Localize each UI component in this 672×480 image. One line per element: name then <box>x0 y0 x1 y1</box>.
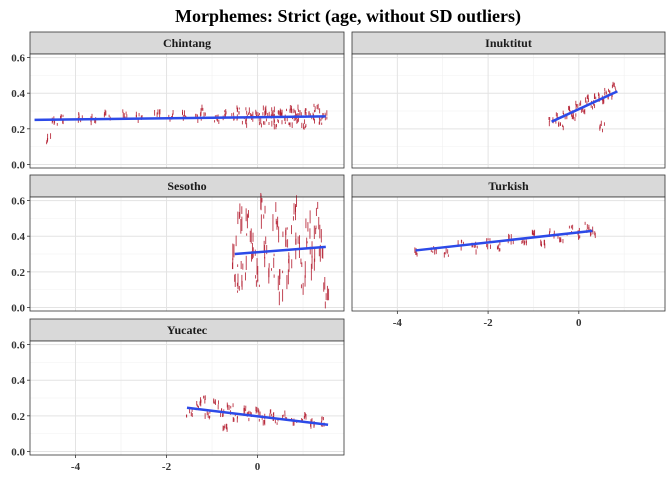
fit-line <box>34 115 326 122</box>
facet-strip-label: Turkish <box>488 179 529 193</box>
facet-strip-label: Inuktitut <box>485 36 532 50</box>
y-tick-label: 0.0 <box>11 159 25 171</box>
fit-line <box>186 406 329 426</box>
y-tick-label: 0.0 <box>11 302 25 314</box>
facet-panel-inuktitut: Inuktitut <box>351 31 666 169</box>
y-tick-label: 0.6 <box>11 196 25 208</box>
facet-strip-label: Sesotho <box>167 179 206 193</box>
y-tick-label: 0.0 <box>11 446 25 458</box>
y-tick-label: 0.6 <box>11 53 25 65</box>
fit-line <box>234 245 326 256</box>
y-tick-label: 0.4 <box>11 88 25 100</box>
facet-panel-turkish: Turkish -4 -2 0 <box>351 174 666 329</box>
fit-line <box>415 229 593 252</box>
panel-border <box>29 340 345 456</box>
panel-border <box>351 53 666 169</box>
y-tick-label: 0.2 <box>11 267 25 279</box>
facet-panel-sesotho: Sesotho 0.0 0.2 0.4 0.6 <box>11 174 345 314</box>
facet-panel-yucatec: Yucatec 0.0 0.2 0.4 0.6 -4 -2 0 <box>11 318 345 473</box>
x-tick-label: -4 <box>393 317 403 329</box>
y-tick-label: 0.4 <box>11 375 25 387</box>
fit-line <box>551 90 618 123</box>
panel-border <box>29 196 345 312</box>
x-tick-label: -4 <box>71 461 81 473</box>
y-tick-label: 0.6 <box>11 340 25 352</box>
facet-strip-label: Yucatec <box>167 323 208 337</box>
y-tick-label: 0.4 <box>11 231 25 243</box>
panel-border <box>29 53 345 169</box>
x-tick-label: -2 <box>162 461 172 473</box>
y-tick-label: 0.2 <box>11 124 25 136</box>
x-tick-label: 0 <box>255 461 261 473</box>
facet-panel-chintang: Chintang 0.0 0.2 0.4 0.6 <box>11 31 345 171</box>
y-tick-label: 0.2 <box>11 411 25 423</box>
x-tick-label: 0 <box>576 317 582 329</box>
panel-border <box>351 196 666 312</box>
x-tick-label: -2 <box>484 317 494 329</box>
chart-title: Morphemes: Strict (age, without SD outli… <box>175 6 521 27</box>
facet-strip-label: Chintang <box>163 36 211 50</box>
